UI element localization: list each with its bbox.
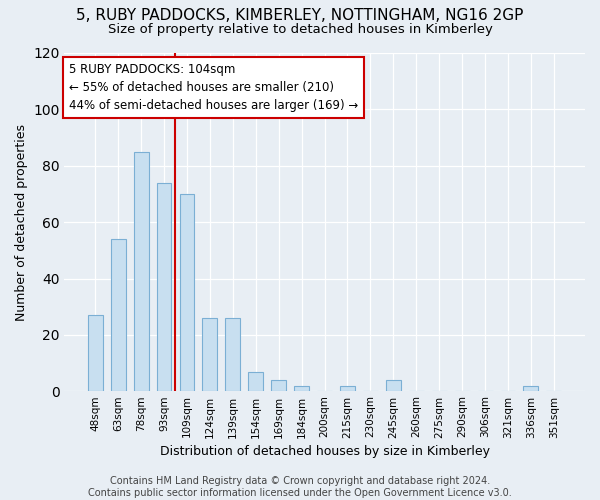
Bar [157,182,172,392]
Bar [271,380,286,392]
Bar [226,318,240,392]
Bar [248,372,263,392]
Bar [134,152,149,392]
Bar [111,239,125,392]
Bar [179,194,194,392]
Bar [386,380,401,392]
Bar [202,318,217,392]
X-axis label: Distribution of detached houses by size in Kimberley: Distribution of detached houses by size … [160,444,490,458]
Bar [88,315,103,392]
Text: Size of property relative to detached houses in Kimberley: Size of property relative to detached ho… [107,22,493,36]
Bar [523,386,538,392]
Y-axis label: Number of detached properties: Number of detached properties [15,124,28,320]
Text: 5, RUBY PADDOCKS, KIMBERLEY, NOTTINGHAM, NG16 2GP: 5, RUBY PADDOCKS, KIMBERLEY, NOTTINGHAM,… [76,8,524,22]
Bar [294,386,309,392]
Text: Contains HM Land Registry data © Crown copyright and database right 2024.
Contai: Contains HM Land Registry data © Crown c… [88,476,512,498]
Text: 5 RUBY PADDOCKS: 104sqm
← 55% of detached houses are smaller (210)
44% of semi-d: 5 RUBY PADDOCKS: 104sqm ← 55% of detache… [70,63,359,112]
Bar [340,386,355,392]
